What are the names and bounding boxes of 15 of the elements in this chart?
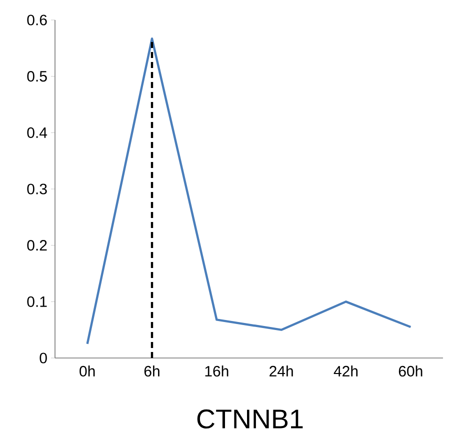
text: CTNNB1 bbox=[197, 409, 303, 429]
y-tick-label: 0.5 bbox=[27, 71, 47, 82]
x-tick-label: 24h bbox=[270, 366, 293, 376]
x-tick-label: 60h bbox=[398, 366, 422, 377]
line-series bbox=[86, 37, 412, 346]
y-tick-label: 0.1 bbox=[27, 296, 47, 307]
x-tick-label: 6h bbox=[144, 366, 160, 377]
y-tick-label: 0.3 bbox=[27, 184, 47, 194]
y-tick-label: 0.2 bbox=[27, 240, 47, 251]
y-tick-label: 0.4 bbox=[27, 127, 48, 138]
y-tick-label: 0.6 bbox=[27, 14, 47, 26]
x-tick-label: 16h bbox=[205, 366, 228, 377]
y-tick-label: 0 bbox=[40, 352, 47, 364]
x-tick-label: 42h bbox=[334, 366, 358, 376]
x-tick-label: 0h bbox=[80, 366, 95, 377]
